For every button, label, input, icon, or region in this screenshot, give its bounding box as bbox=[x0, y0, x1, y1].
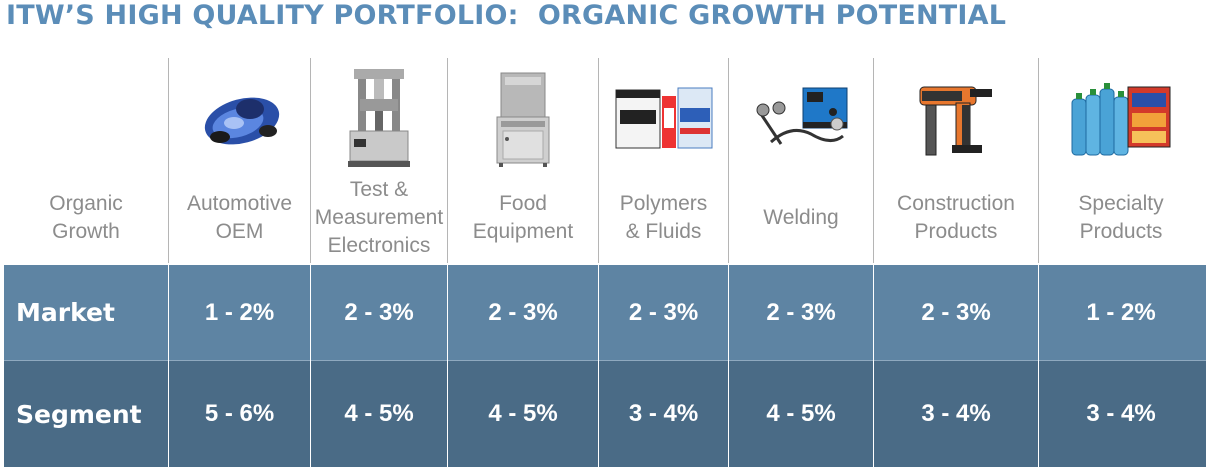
market-value: 1 - 2% bbox=[204, 298, 275, 326]
header-automotive-oem: Automotive OEM bbox=[169, 58, 310, 263]
divider bbox=[873, 265, 874, 467]
growth-table: Organic Growth Automotive OEM bbox=[0, 58, 1206, 467]
divider bbox=[168, 58, 169, 263]
divider bbox=[310, 58, 311, 263]
page-title: ITW’S HIGH QUALITY PORTFOLIO: ORGANIC GR… bbox=[6, 0, 1007, 31]
divider bbox=[447, 265, 448, 467]
divider bbox=[873, 58, 874, 263]
segment-value: 3 - 4% bbox=[628, 400, 699, 427]
polymer-containers-icon bbox=[599, 64, 728, 174]
divider bbox=[728, 58, 729, 263]
header-label-line: Construction bbox=[897, 191, 1015, 215]
divider bbox=[168, 265, 169, 467]
segment-value: 4 - 5% bbox=[766, 400, 836, 427]
header-label-line: Automotive bbox=[186, 191, 293, 215]
divider bbox=[728, 265, 729, 467]
segment-value: 3 - 4% bbox=[1086, 400, 1156, 427]
market-row bbox=[4, 265, 1206, 360]
divider bbox=[598, 265, 599, 467]
divider bbox=[310, 265, 311, 467]
water-bottles-icon bbox=[1039, 64, 1203, 174]
market-value: 2 - 3% bbox=[488, 298, 558, 326]
welder-icon bbox=[729, 64, 873, 174]
header-label-line: OEM bbox=[215, 219, 264, 243]
header-food-equipment: Food Equipment bbox=[448, 58, 598, 263]
header-polymers-fluids: Polymers & Fluids bbox=[599, 58, 728, 263]
segment-row-label: Segment bbox=[16, 399, 142, 429]
market-row-label: Market bbox=[16, 298, 115, 327]
test-machine-icon bbox=[311, 64, 447, 174]
header-label-line: Organic bbox=[49, 191, 123, 215]
header-label-line: Polymers bbox=[619, 191, 708, 215]
header-construction-products: Construction Products bbox=[874, 58, 1038, 263]
segment-value: 4 - 5% bbox=[488, 400, 558, 427]
nail-gun-icon bbox=[874, 64, 1038, 174]
header-label-line: & Fluids bbox=[625, 219, 702, 243]
dishwasher-icon bbox=[448, 64, 598, 174]
auto-part-icon bbox=[169, 64, 310, 174]
market-value: 2 - 3% bbox=[766, 298, 836, 326]
header-label-line: Products bbox=[1079, 219, 1163, 243]
segment-value: 5 - 6% bbox=[204, 400, 275, 427]
header-label-line: Food bbox=[499, 191, 547, 215]
header-label-line: Products bbox=[914, 219, 998, 243]
row-divider bbox=[4, 360, 1206, 361]
header-label-line: Growth bbox=[52, 219, 120, 243]
header-label-line: Electronics bbox=[327, 233, 431, 257]
market-value: 2 - 3% bbox=[628, 298, 699, 326]
header-label-line: Equipment bbox=[472, 219, 574, 243]
header-label-line: Specialty bbox=[1078, 191, 1164, 215]
divider bbox=[598, 58, 599, 263]
divider bbox=[1038, 58, 1039, 263]
header-row-label: Organic Growth bbox=[4, 58, 168, 263]
market-value: 1 - 2% bbox=[1086, 298, 1156, 326]
divider bbox=[1038, 265, 1039, 467]
header-test-measurement: Test & Measurement Electronics bbox=[311, 58, 447, 263]
header-label-line: Measurement bbox=[314, 205, 444, 229]
header-label-line: Welding bbox=[763, 205, 839, 229]
header-label-line: Test & bbox=[349, 177, 409, 201]
market-value: 2 - 3% bbox=[344, 298, 414, 326]
segment-value: 3 - 4% bbox=[921, 400, 991, 427]
header-welding: Welding bbox=[729, 58, 873, 263]
header-specialty-products: Specialty Products bbox=[1039, 58, 1203, 263]
segment-row bbox=[4, 361, 1206, 467]
market-value: 2 - 3% bbox=[921, 298, 991, 326]
segment-value: 4 - 5% bbox=[344, 400, 414, 427]
divider bbox=[447, 58, 448, 263]
